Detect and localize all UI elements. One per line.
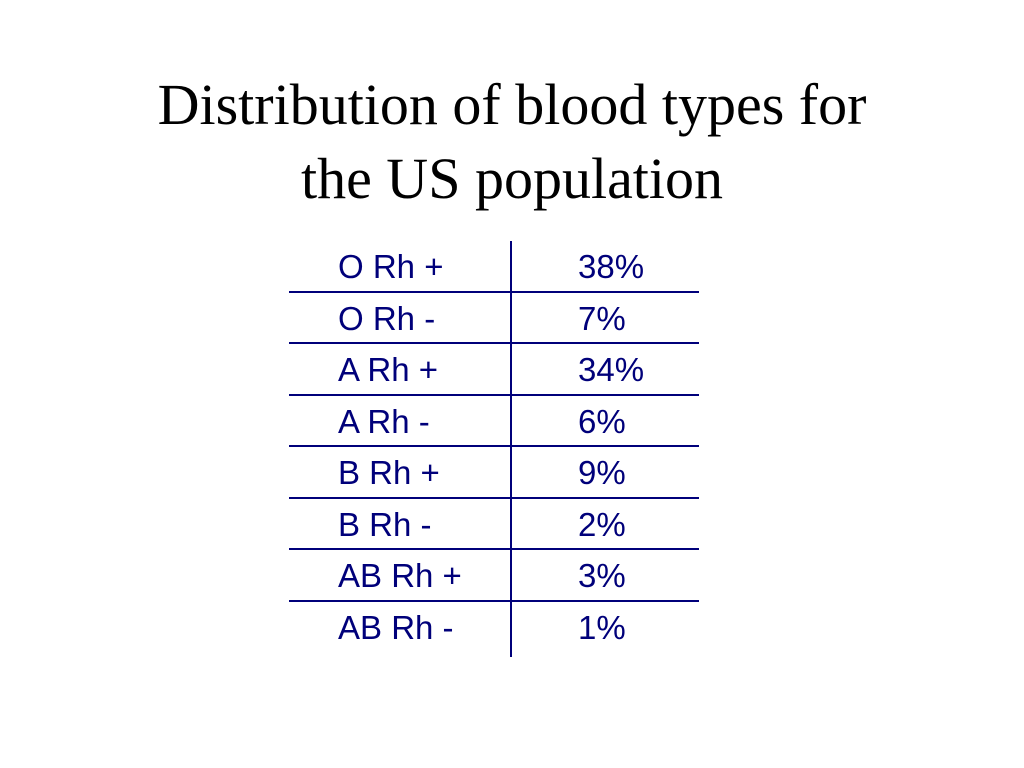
slide-title-line-2: the US population <box>0 142 1024 216</box>
slide-title-line-1: Distribution of blood types for <box>0 68 1024 142</box>
table-row: O Rh - 7% <box>289 293 699 345</box>
table-row: B Rh - 2% <box>289 499 699 551</box>
percent-cell: 9% <box>578 453 626 493</box>
blood-type-cell: AB Rh - <box>338 608 454 648</box>
table-row: O Rh + 38% <box>289 241 699 293</box>
percent-cell: 34% <box>578 350 644 390</box>
percent-cell: 7% <box>578 299 626 339</box>
blood-type-table: O Rh + 38% O Rh - 7% A Rh + 34% A Rh - 6… <box>289 241 699 657</box>
slide-title: Distribution of blood types for the US p… <box>0 68 1024 216</box>
table-row: A Rh - 6% <box>289 396 699 448</box>
percent-cell: 1% <box>578 608 626 648</box>
table-row: B Rh + 9% <box>289 447 699 499</box>
blood-type-cell: B Rh - <box>338 505 432 545</box>
blood-type-cell: A Rh - <box>338 402 430 442</box>
percent-cell: 3% <box>578 556 626 596</box>
blood-type-cell: A Rh + <box>338 350 438 390</box>
blood-type-cell: AB Rh + <box>338 556 462 596</box>
percent-cell: 6% <box>578 402 626 442</box>
percent-cell: 38% <box>578 247 644 287</box>
percent-cell: 2% <box>578 505 626 545</box>
table-row: A Rh + 34% <box>289 344 699 396</box>
blood-type-cell: O Rh - <box>338 299 435 339</box>
table-row: AB Rh - 1% <box>289 602 699 654</box>
blood-type-cell: O Rh + <box>338 247 443 287</box>
blood-type-cell: B Rh + <box>338 453 440 493</box>
table-row: AB Rh + 3% <box>289 550 699 602</box>
